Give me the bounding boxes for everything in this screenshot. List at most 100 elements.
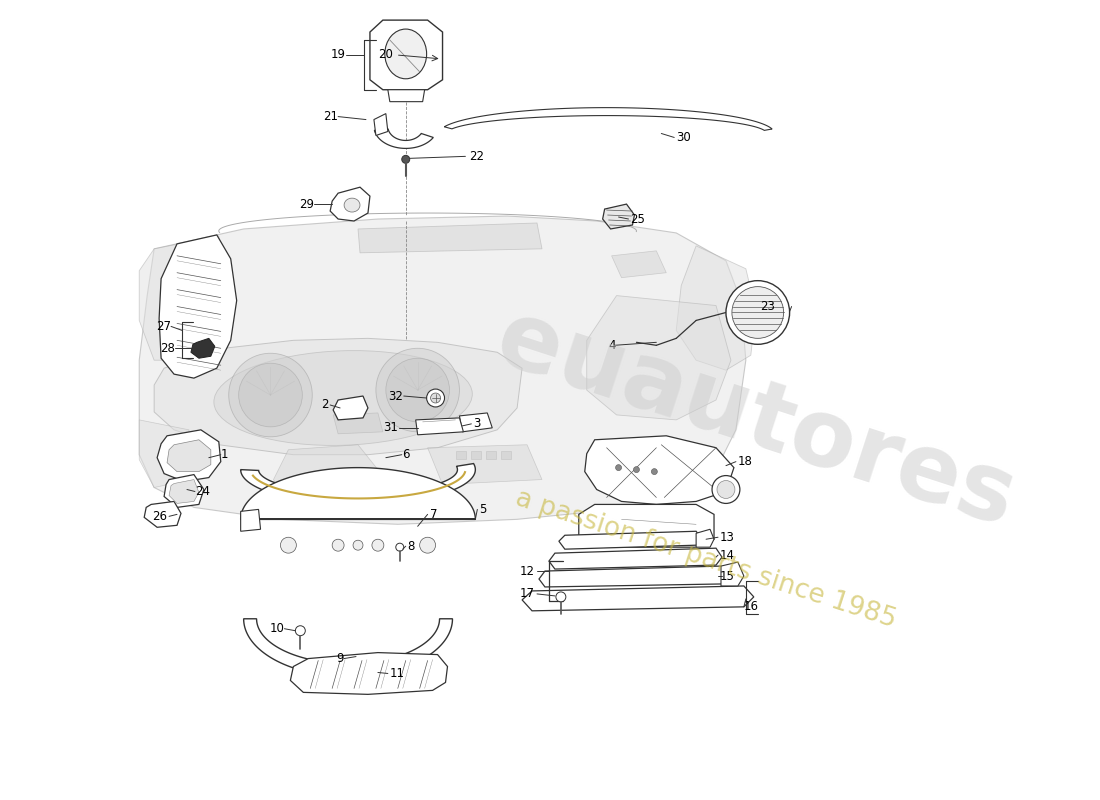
Bar [502,450,512,458]
Text: 28: 28 [161,342,175,354]
Polygon shape [522,586,754,611]
Text: 2: 2 [321,398,328,411]
Text: 1: 1 [221,448,229,461]
Text: 8: 8 [408,540,415,553]
Text: 4: 4 [608,339,616,352]
Circle shape [296,626,306,636]
Text: 9: 9 [337,652,344,665]
Text: 18: 18 [738,455,752,468]
Text: 12: 12 [520,565,535,578]
Text: 17: 17 [520,587,535,601]
Polygon shape [579,505,714,547]
Text: 26: 26 [152,510,167,523]
Circle shape [420,538,436,553]
Circle shape [402,155,409,163]
Polygon shape [720,562,744,586]
Polygon shape [167,440,211,472]
Polygon shape [374,129,433,149]
Polygon shape [559,531,702,549]
Polygon shape [370,20,442,90]
Polygon shape [603,204,635,229]
Circle shape [332,539,344,551]
Polygon shape [164,474,204,507]
Polygon shape [241,463,475,505]
Text: 30: 30 [676,131,691,144]
Circle shape [396,543,404,551]
Text: 7: 7 [430,508,437,521]
Text: 23: 23 [760,300,774,313]
Text: 13: 13 [720,530,735,544]
Bar [472,450,482,458]
Polygon shape [416,418,463,435]
Text: euautores: euautores [485,293,1026,547]
Text: 21: 21 [323,110,338,123]
Polygon shape [290,653,448,694]
Polygon shape [140,236,227,360]
Circle shape [372,539,384,551]
Circle shape [427,389,444,407]
Text: 22: 22 [470,150,484,163]
Text: 27: 27 [156,320,170,333]
Text: 31: 31 [383,422,398,434]
Circle shape [616,465,622,470]
Ellipse shape [213,350,472,446]
Text: 16: 16 [744,600,759,614]
Circle shape [229,354,312,437]
Polygon shape [333,396,369,420]
Polygon shape [144,502,182,527]
Circle shape [712,475,740,503]
Polygon shape [585,436,734,505]
Text: 20: 20 [378,49,393,62]
Polygon shape [444,108,772,130]
Text: 3: 3 [473,418,481,430]
Text: 6: 6 [402,448,409,461]
Text: a passion for parts since 1985: a passion for parts since 1985 [513,485,900,633]
Text: 11: 11 [389,667,405,680]
Polygon shape [374,114,388,135]
Polygon shape [388,90,425,102]
Circle shape [556,592,565,602]
Polygon shape [539,566,728,587]
Polygon shape [549,548,722,569]
Text: 32: 32 [388,390,403,402]
Text: 24: 24 [195,485,210,498]
Polygon shape [140,420,191,487]
Polygon shape [160,235,236,378]
Circle shape [732,286,783,338]
Circle shape [726,281,790,344]
Circle shape [353,540,363,550]
Polygon shape [358,223,542,253]
Circle shape [717,481,735,498]
Polygon shape [460,413,493,432]
Polygon shape [676,246,756,370]
Text: 29: 29 [299,198,315,210]
Text: 14: 14 [720,549,735,562]
Polygon shape [274,445,378,502]
Polygon shape [612,251,667,278]
Polygon shape [428,445,542,485]
Text: 19: 19 [331,49,346,62]
Polygon shape [586,295,730,420]
Polygon shape [241,468,475,519]
Text: 5: 5 [480,503,486,516]
Polygon shape [243,618,452,677]
Bar [486,450,496,458]
Text: 25: 25 [630,213,646,226]
Polygon shape [154,338,522,454]
Polygon shape [191,338,214,358]
Polygon shape [157,430,221,482]
Circle shape [376,348,460,432]
Circle shape [239,363,302,427]
Polygon shape [241,510,261,531]
Polygon shape [140,216,746,524]
Circle shape [651,469,658,474]
Polygon shape [696,530,714,547]
Text: 10: 10 [270,622,285,635]
Polygon shape [330,187,370,221]
Bar [456,450,466,458]
Polygon shape [169,479,199,503]
Circle shape [280,538,296,553]
Text: 15: 15 [720,570,735,582]
Ellipse shape [344,198,360,212]
Ellipse shape [385,29,427,78]
